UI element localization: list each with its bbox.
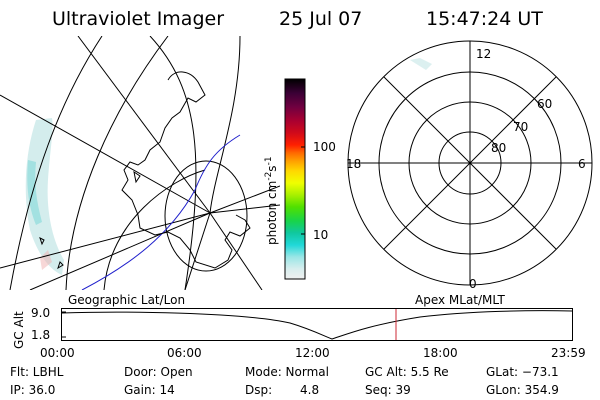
mlt-label-0: 0 (469, 277, 477, 291)
meridian-line (0, 94, 211, 214)
coastline (39, 237, 45, 246)
aurora-emission (410, 58, 432, 70)
door-info: Door: Open (124, 365, 193, 379)
time-tick: 12:00 (295, 346, 330, 360)
latitude-arc (65, 36, 169, 290)
latitude-arc (149, 36, 197, 290)
meridian-line (209, 212, 263, 290)
glon-info: GLon: 354.9 (486, 383, 559, 397)
coastline (133, 170, 141, 184)
filter-info: Flt: LBHL (10, 365, 64, 379)
date-label: 25 Jul 07 (279, 8, 363, 30)
map-caption: Geographic Lat/Lon (68, 293, 186, 307)
polar-caption: Apex MLat/MLT (415, 293, 505, 307)
time-tick: 23:59 (551, 346, 586, 360)
mlt-label-18: 18 (346, 157, 362, 171)
meridian-line (209, 204, 280, 214)
meridian-line (184, 212, 211, 290)
instrument-title: Ultraviolet Imager (52, 8, 225, 30)
mlt-label-6: 6 (578, 157, 586, 171)
colorbar-unit-label: photon cm-2s-1 (264, 156, 279, 245)
polar-grid (347, 40, 593, 286)
latitude-circle (164, 160, 248, 272)
mode-info: Mode: Normal (245, 365, 329, 379)
mlat-label-70: 70 (513, 120, 529, 134)
time-label: 15:47:24 UT (426, 8, 543, 30)
mlt-line (383, 76, 557, 250)
aurora-emission (25, 118, 65, 275)
altitude-axis-label: GC Alt (12, 311, 26, 349)
coastline (57, 261, 64, 270)
altitude-tick-9: 9.0 (31, 306, 51, 320)
altitude-tick-1-8: 1.8 (31, 328, 51, 342)
colorbar-tick-100: 100 (313, 140, 336, 154)
terminator-line (81, 134, 241, 290)
meridian-line (77, 36, 211, 214)
coastline (121, 71, 251, 269)
geographic-map (0, 36, 280, 290)
altitude-strip (61, 308, 573, 341)
time-tick: 06:00 (167, 346, 202, 360)
time-tick: 18:00 (423, 346, 458, 360)
altitude-curve (61, 310, 573, 340)
glat-info: GLat: −73.1 (486, 365, 559, 379)
ip-info: IP: 36.0 (10, 383, 56, 397)
mlat-label-60: 60 (537, 97, 553, 111)
colorbar (284, 78, 306, 280)
gain-info: Gain: 14 (124, 383, 175, 397)
colorbar-tick-10: 10 (313, 228, 329, 242)
gc-alt-info: GC Alt: 5.5 Re (365, 365, 449, 379)
time-tick: 00:00 (40, 346, 75, 360)
dsp-value: 4.8 (300, 383, 320, 397)
seq-info: Seq: 39 (365, 383, 411, 397)
meridian-line (29, 212, 211, 290)
latitude-arc (9, 36, 103, 290)
dsp-label: Dsp: (245, 383, 273, 397)
latitude-arc (209, 36, 241, 214)
latitude-arc (103, 169, 206, 290)
mlat-label-80: 80 (491, 141, 507, 155)
meridian-line (0, 212, 211, 269)
mlt-label-12: 12 (476, 47, 492, 61)
